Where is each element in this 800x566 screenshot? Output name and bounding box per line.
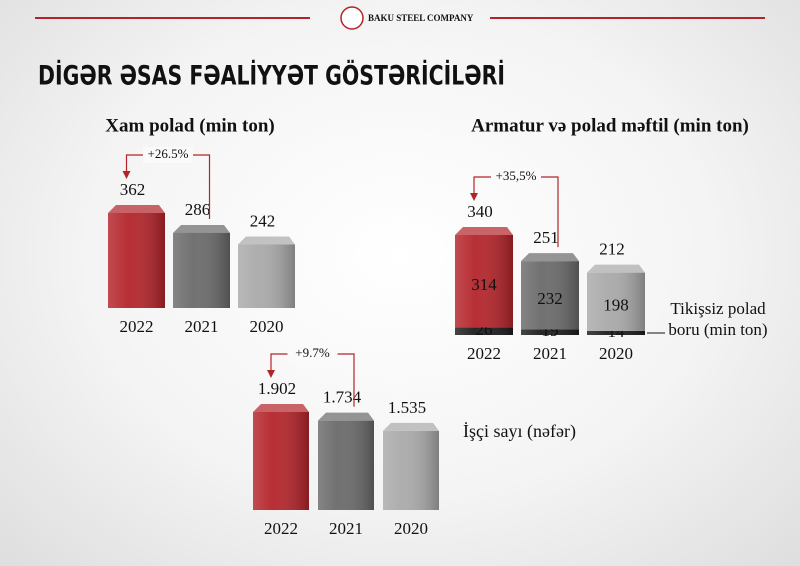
value-label: 1.902 — [258, 379, 296, 398]
bar-top — [108, 205, 165, 213]
chart-title: Xam polad (min ton) — [105, 115, 274, 136]
bar-top — [521, 253, 579, 262]
annotation-bg — [143, 147, 193, 163]
value-label: 242 — [250, 211, 276, 230]
annotation: +35,5% — [496, 168, 537, 183]
value-label: 286 — [185, 200, 211, 219]
segment-label: 232 — [537, 289, 563, 308]
page-title: DİGƏR ƏSAS FƏALİYYƏT GÖSTƏRİCİLƏRİ — [38, 59, 505, 92]
bar-shade — [108, 213, 165, 308]
bar-shade — [587, 330, 645, 335]
logo-text: BAKU STEEL COMPANY — [368, 13, 474, 23]
total-label: 340 — [467, 202, 493, 221]
bar-shade — [455, 327, 513, 335]
x-tick-label: 2022 — [264, 519, 298, 538]
x-tick-label: 2021 — [185, 317, 219, 336]
bar-shade — [521, 261, 579, 330]
segment-label: 314 — [471, 275, 497, 294]
x-tick-label: 2021 — [533, 344, 567, 363]
total-label: 212 — [599, 240, 625, 259]
bar-top — [253, 404, 309, 412]
bar-top — [173, 224, 230, 233]
x-tick-label: 2020 — [394, 519, 428, 538]
bar-shade — [318, 420, 374, 510]
bar-shade — [455, 235, 513, 328]
bar-top — [383, 422, 439, 431]
annotation-bg — [287, 346, 338, 362]
annotation: +26.5% — [148, 146, 189, 161]
annotation: +9.7% — [295, 345, 330, 360]
bar-shade — [238, 244, 295, 308]
annotation-arrow — [470, 193, 478, 201]
bar-shade — [521, 329, 579, 335]
bar-top — [238, 236, 295, 245]
legend-entry: Tikişsiz polad boru (min ton) — [668, 299, 768, 339]
bar-top — [455, 227, 513, 235]
x-tick-label: 2022 — [120, 317, 154, 336]
annotation-bg — [491, 169, 541, 185]
segment-label: 198 — [603, 296, 629, 315]
value-label: 1.535 — [388, 398, 426, 417]
x-tick-label: 2021 — [329, 519, 363, 538]
x-tick-label: 2022 — [467, 344, 501, 363]
x-tick-label: 2020 — [250, 317, 284, 336]
logo-mark — [340, 6, 364, 30]
annotation-arrow — [122, 171, 131, 179]
x-tick-label: 2020 — [599, 344, 633, 363]
bar-shade — [587, 272, 645, 331]
bar-shade — [173, 232, 230, 308]
value-label: 362 — [120, 180, 146, 199]
chart-title: İşçi sayı (nəfər) — [463, 421, 576, 442]
bar-top — [587, 264, 645, 273]
value-label: 1.734 — [323, 388, 362, 407]
bar-top — [318, 412, 374, 421]
chart-title: Armatur və polad məftil (min ton) — [471, 115, 749, 136]
bar-shade — [253, 412, 309, 510]
total-label: 251 — [533, 228, 559, 247]
annotation-arrow — [267, 370, 275, 378]
bar-shade — [383, 430, 439, 510]
